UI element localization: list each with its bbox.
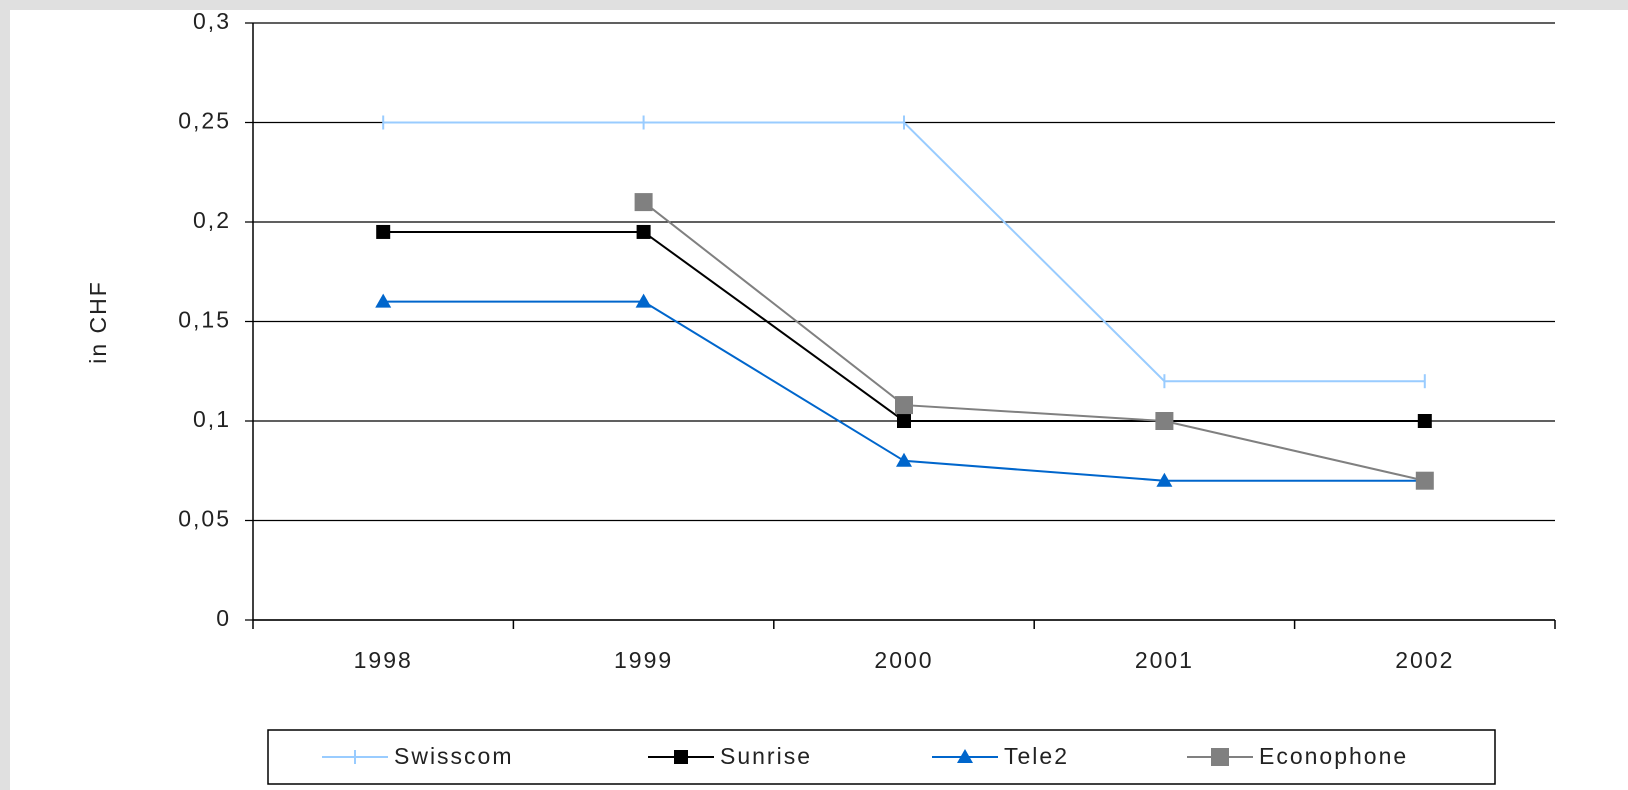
marker: [674, 750, 688, 764]
x-tick-label: 1999: [614, 647, 673, 673]
legend-label: Swisscom: [394, 743, 514, 769]
legend-label: Econophone: [1259, 743, 1408, 769]
x-tick-label: 2001: [1135, 647, 1194, 673]
legend-box: [267, 729, 1496, 785]
y-axis-label: in CHF: [85, 280, 111, 364]
marker: [1211, 748, 1229, 766]
marker: [375, 293, 392, 308]
legend-label: Tele2: [1004, 743, 1069, 769]
y-tick-label: 0,25: [178, 108, 231, 134]
marker: [895, 396, 913, 415]
marker: [1417, 414, 1432, 428]
y-tick-label: 0,2: [193, 207, 231, 233]
marker: [1156, 472, 1173, 487]
marker: [896, 452, 912, 467]
marker: [635, 293, 652, 308]
chart-background: [10, 10, 1628, 790]
marker: [636, 224, 651, 239]
y-tick-label: 0,05: [178, 506, 231, 532]
x-tick-label: 1998: [354, 647, 413, 673]
x-tick-label: 2002: [1395, 647, 1454, 673]
y-tick-label: 0,3: [193, 8, 231, 34]
marker: [1415, 471, 1434, 490]
marker: [376, 224, 391, 239]
marker: [897, 414, 911, 428]
legend-label: Sunrise: [720, 743, 812, 769]
y-tick-label: 0: [216, 605, 231, 631]
y-tick-label: 0,1: [193, 406, 231, 432]
y-tick-label: 0,15: [178, 307, 231, 333]
x-tick-label: 2000: [874, 647, 933, 673]
marker: [957, 749, 973, 763]
marker: [634, 193, 653, 212]
marker: [1155, 412, 1174, 430]
series-line: [642, 201, 1426, 482]
